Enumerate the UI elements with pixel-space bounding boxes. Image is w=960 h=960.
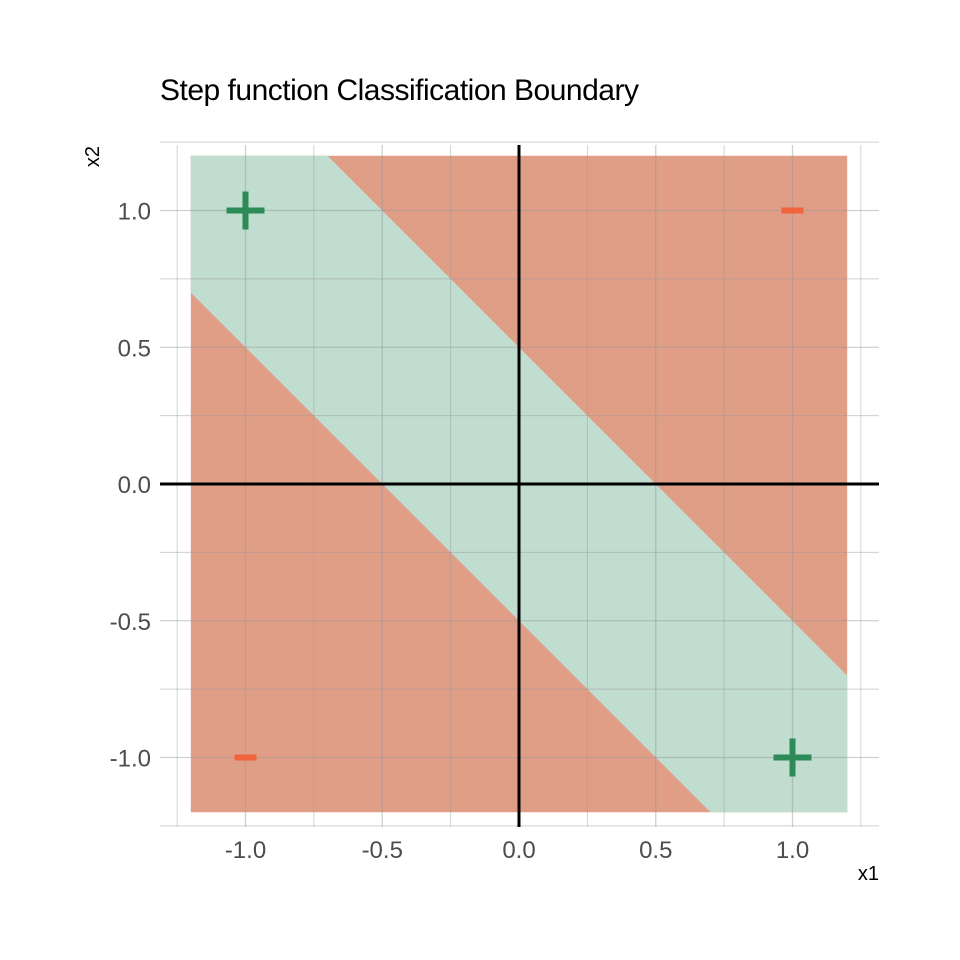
x-tick-label: 0.5 [639,837,672,864]
y-axis-title: x2 [82,146,104,167]
x-axis-title: x1 [858,863,879,885]
y-tick-label: 0.5 [118,335,151,362]
tick-labels: -1.0 -0.5 0.0 0.5 1.0 1.0 0.5 0.0 -0.5 -1.0 [110,199,810,865]
y-tick-label: 1.0 [118,199,151,226]
x-tick-label: 0.0 [502,837,535,864]
y-tick-label: 0.0 [118,472,151,499]
points-layer [226,191,812,777]
chart-title: Step function Classification Boundary [160,74,639,107]
point-plus [773,738,812,777]
x-tick-label: -0.5 [362,837,403,864]
reference-lines [160,145,879,827]
point-plus [226,191,265,230]
x-tick-label: -1.0 [225,837,266,864]
y-tick-label: -1.0 [110,746,151,773]
y-tick-label: -0.5 [110,609,151,636]
x-tick-label: 1.0 [776,837,809,864]
